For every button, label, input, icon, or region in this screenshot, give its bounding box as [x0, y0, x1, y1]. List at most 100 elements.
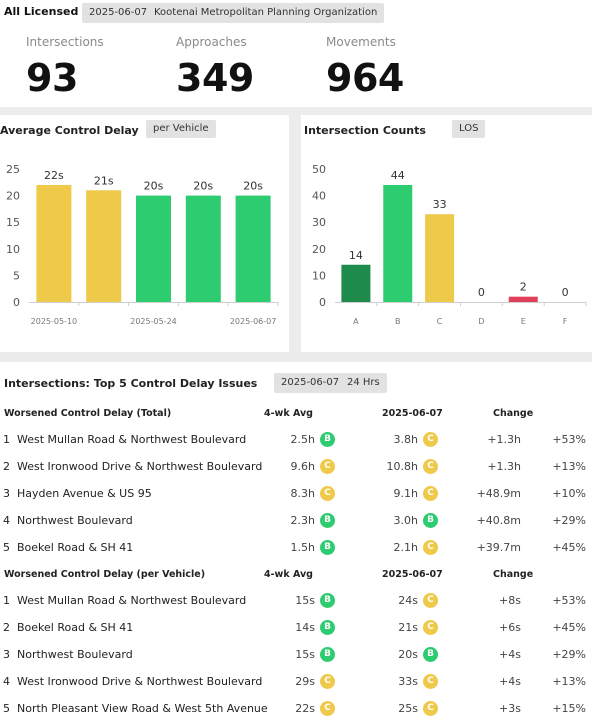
- table-row[interactable]: 4 West Ironwood Drive & Northwest Boulev…: [0, 668, 592, 695]
- issues-section-title: Intersections: Top 5 Control Delay Issue…: [4, 377, 258, 390]
- y-tick-label: 20: [6, 190, 20, 203]
- change-percent: +15%: [552, 702, 586, 715]
- total-col-change: Change: [493, 408, 534, 419]
- row-name: Northwest Boulevard: [17, 514, 133, 527]
- issues-date-chip[interactable]: 2025-06-07: [274, 373, 347, 393]
- issues-period-chip[interactable]: 24 Hrs: [340, 373, 387, 393]
- row-name: West Mullan Road & Northwest Boulevard: [17, 594, 247, 607]
- y-tick-label: 30: [312, 216, 326, 229]
- los-badge-avg: C: [320, 701, 335, 716]
- table-row[interactable]: 3 Northwest Boulevard 15s B 20s B +4s +29%: [0, 641, 592, 668]
- los-badge-current: C: [423, 486, 438, 501]
- data-label: 22s: [44, 169, 64, 182]
- table-row[interactable]: 3 Hayden Avenue & US 95 8.3h C 9.1h C +48.9m +…: [0, 480, 592, 507]
- page-title: All Licensed: [4, 5, 79, 18]
- intersection-name: 5 North Pleasant View Road & West 5th Av…: [3, 702, 268, 715]
- change-percent: +45%: [552, 621, 586, 634]
- x-tick-label: 2025-05-10: [31, 317, 78, 326]
- row-name: North Pleasant View Road & West 5th Aven…: [17, 702, 268, 715]
- change-value: +4s: [499, 648, 521, 661]
- table-row[interactable]: 2 Boekel Road & SH 41 14s B 21s C +6s +45%: [0, 614, 592, 641]
- los-badge-current: C: [423, 674, 438, 689]
- current-value: 2.1h: [393, 541, 418, 554]
- current-value: 21s: [398, 621, 418, 634]
- date-filter-chip[interactable]: 2025-06-07: [82, 3, 155, 23]
- bar: [508, 296, 538, 302]
- bar: [36, 184, 72, 302]
- los-badge-current: C: [423, 620, 438, 635]
- los-badge-avg: B: [320, 620, 335, 635]
- los-badge-avg: B: [320, 647, 335, 662]
- counts-bar-chart: 0 10 20 30 40 50 14 A 44 B 33 C 0 D 2 E 0 F: [312, 163, 587, 326]
- x-tick-label: D: [478, 317, 484, 326]
- current-value: 10.8h: [386, 460, 418, 473]
- intersection-name: 2 Boekel Road & SH 41: [3, 621, 133, 634]
- per-vehicle-col-avg: 4-wk Avg: [264, 569, 313, 580]
- row-rank: 3: [3, 648, 10, 661]
- intersection-name: 3 Northwest Boulevard: [3, 648, 133, 661]
- table-row[interactable]: 4 Northwest Boulevard 2.3h B 3.0h B +40.8m +29…: [0, 507, 592, 534]
- row-rank: 2: [3, 621, 10, 634]
- row-name: Northwest Boulevard: [17, 648, 133, 661]
- table-row[interactable]: 5 North Pleasant View Road & West 5th Av…: [0, 695, 592, 722]
- y-tick-label: 0: [13, 296, 20, 309]
- avg-value: 15s: [295, 594, 315, 607]
- data-label: 33: [433, 198, 447, 211]
- data-label: 2: [520, 281, 527, 294]
- bar: [235, 195, 271, 302]
- los-badge-current: C: [423, 432, 438, 447]
- row-rank: 3: [3, 487, 10, 500]
- kpi-intersections-value: 93: [26, 56, 78, 100]
- current-value: 3.0h: [393, 514, 418, 527]
- bar: [185, 195, 221, 302]
- y-tick-label: 20: [312, 243, 326, 256]
- avg-value: 29s: [295, 675, 315, 688]
- row-rank: 4: [3, 514, 10, 527]
- organization-filter-chip[interactable]: Kootenai Metropolitan Planning Organizat…: [147, 3, 385, 23]
- los-badge-avg: C: [320, 459, 335, 474]
- intersection-name: 5 Boekel Road & SH 41: [3, 541, 133, 554]
- table-row[interactable]: 1 West Mullan Road & Northwest Boulevard…: [0, 587, 592, 614]
- total-col-avg: 4-wk Avg: [264, 408, 313, 419]
- change-value: +6s: [499, 621, 521, 634]
- current-value: 24s: [398, 594, 418, 607]
- row-name: West Ironwood Drive & Northwest Boulevar…: [17, 460, 263, 473]
- intersection-name: 4 Northwest Boulevard: [3, 514, 133, 527]
- los-badge-current: C: [423, 701, 438, 716]
- y-tick-label: 40: [312, 190, 326, 203]
- kpi-approaches-value: 349: [176, 56, 254, 100]
- kpi-intersections-label: Intersections: [26, 35, 104, 49]
- row-rank: 1: [3, 594, 10, 607]
- row-rank: 2: [3, 460, 10, 473]
- change-value: +40.8m: [476, 514, 521, 527]
- los-badge-avg: C: [320, 486, 335, 501]
- delay-metric-chip[interactable]: per Vehicle: [146, 120, 216, 138]
- kpi-movements-label: Movements: [326, 35, 396, 49]
- avg-value: 2.3h: [290, 514, 315, 527]
- current-value: 33s: [398, 675, 418, 688]
- row-rank: 5: [3, 541, 10, 554]
- x-tick-label: 2025-06-07: [230, 317, 277, 326]
- x-tick-label: C: [437, 317, 443, 326]
- data-label: 21s: [94, 174, 114, 187]
- current-value: 9.1h: [393, 487, 418, 500]
- current-value: 20s: [398, 648, 418, 661]
- los-badge-current: C: [423, 459, 438, 474]
- table-row[interactable]: 2 West Ironwood Drive & Northwest Boulev…: [0, 453, 592, 480]
- change-percent: +53%: [552, 433, 586, 446]
- los-badge-current: C: [423, 593, 438, 608]
- avg-value: 9.6h: [290, 460, 315, 473]
- kpi-movements-value: 964: [326, 56, 404, 100]
- change-percent: +13%: [552, 675, 586, 688]
- change-percent: +10%: [552, 487, 586, 500]
- avg-value: 1.5h: [290, 541, 315, 554]
- top-bar: All Licensed 2025-06-07 Kootenai Metropo…: [0, 0, 592, 26]
- current-value: 25s: [398, 702, 418, 715]
- row-name: West Mullan Road & Northwest Boulevard: [17, 433, 247, 446]
- y-tick-label: 0: [319, 296, 326, 309]
- change-value: +1.3h: [487, 460, 521, 473]
- bar: [383, 184, 413, 302]
- table-row[interactable]: 5 Boekel Road & SH 41 1.5h B 2.1h C +39.7m +45…: [0, 534, 592, 561]
- counts-metric-chip[interactable]: LOS: [452, 120, 486, 138]
- table-row[interactable]: 1 West Mullan Road & Northwest Boulevard…: [0, 426, 592, 453]
